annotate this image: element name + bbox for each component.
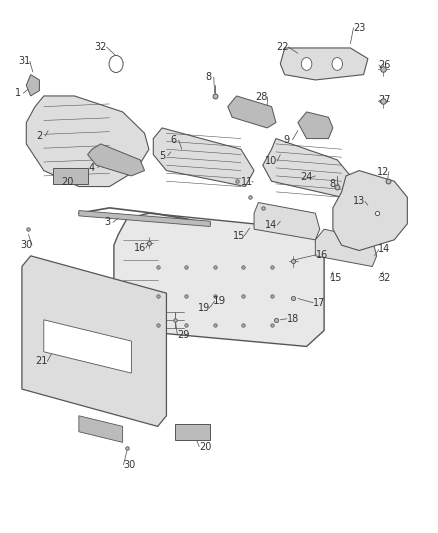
Polygon shape [280,48,368,80]
Text: 30: 30 [123,460,135,470]
Text: 16: 16 [134,243,146,253]
Text: 17: 17 [313,298,325,308]
Text: 24: 24 [300,172,313,182]
Text: 4: 4 [89,163,95,173]
Circle shape [301,58,312,70]
Text: 23: 23 [353,23,365,33]
Text: 21: 21 [35,357,48,366]
Text: 16: 16 [316,250,328,260]
Text: 5: 5 [159,151,165,160]
Text: 20: 20 [62,177,74,187]
Polygon shape [254,203,320,240]
Polygon shape [22,256,166,426]
Text: 26: 26 [378,60,391,70]
Text: 14: 14 [265,220,278,230]
Text: 15: 15 [233,231,245,240]
Text: 18: 18 [286,314,299,324]
Text: 15: 15 [330,273,343,283]
Text: 19: 19 [212,296,226,306]
Text: 30: 30 [20,240,32,250]
Polygon shape [88,144,145,176]
Polygon shape [298,112,333,139]
Text: 2: 2 [36,131,42,141]
Polygon shape [53,168,88,184]
Text: 8: 8 [330,179,336,189]
Polygon shape [228,96,276,128]
Polygon shape [333,171,407,251]
Text: 20: 20 [199,442,211,451]
Text: 27: 27 [378,95,391,105]
Polygon shape [114,213,324,346]
Text: 31: 31 [18,56,30,66]
Text: 8: 8 [205,72,211,82]
Polygon shape [44,320,131,373]
Text: 13: 13 [353,197,365,206]
Text: 14: 14 [378,245,391,254]
Polygon shape [79,416,123,442]
Polygon shape [175,424,210,440]
Text: 12: 12 [377,167,389,176]
Text: 32: 32 [378,273,391,283]
Polygon shape [153,128,254,187]
Text: 11: 11 [241,177,254,187]
Polygon shape [79,211,210,227]
Polygon shape [26,96,149,187]
Text: 9: 9 [284,135,290,144]
Circle shape [332,58,343,70]
Text: 22: 22 [276,42,289,52]
Text: 32: 32 [95,42,107,52]
Text: 3: 3 [104,217,110,227]
Polygon shape [26,75,39,96]
Text: 6: 6 [170,135,176,145]
Text: 1: 1 [14,88,21,98]
Text: 28: 28 [256,92,268,102]
Polygon shape [315,229,377,266]
Text: 29: 29 [177,330,189,340]
Circle shape [109,55,123,72]
Text: 10: 10 [265,156,278,166]
Text: 19: 19 [198,303,210,313]
Polygon shape [263,139,350,197]
